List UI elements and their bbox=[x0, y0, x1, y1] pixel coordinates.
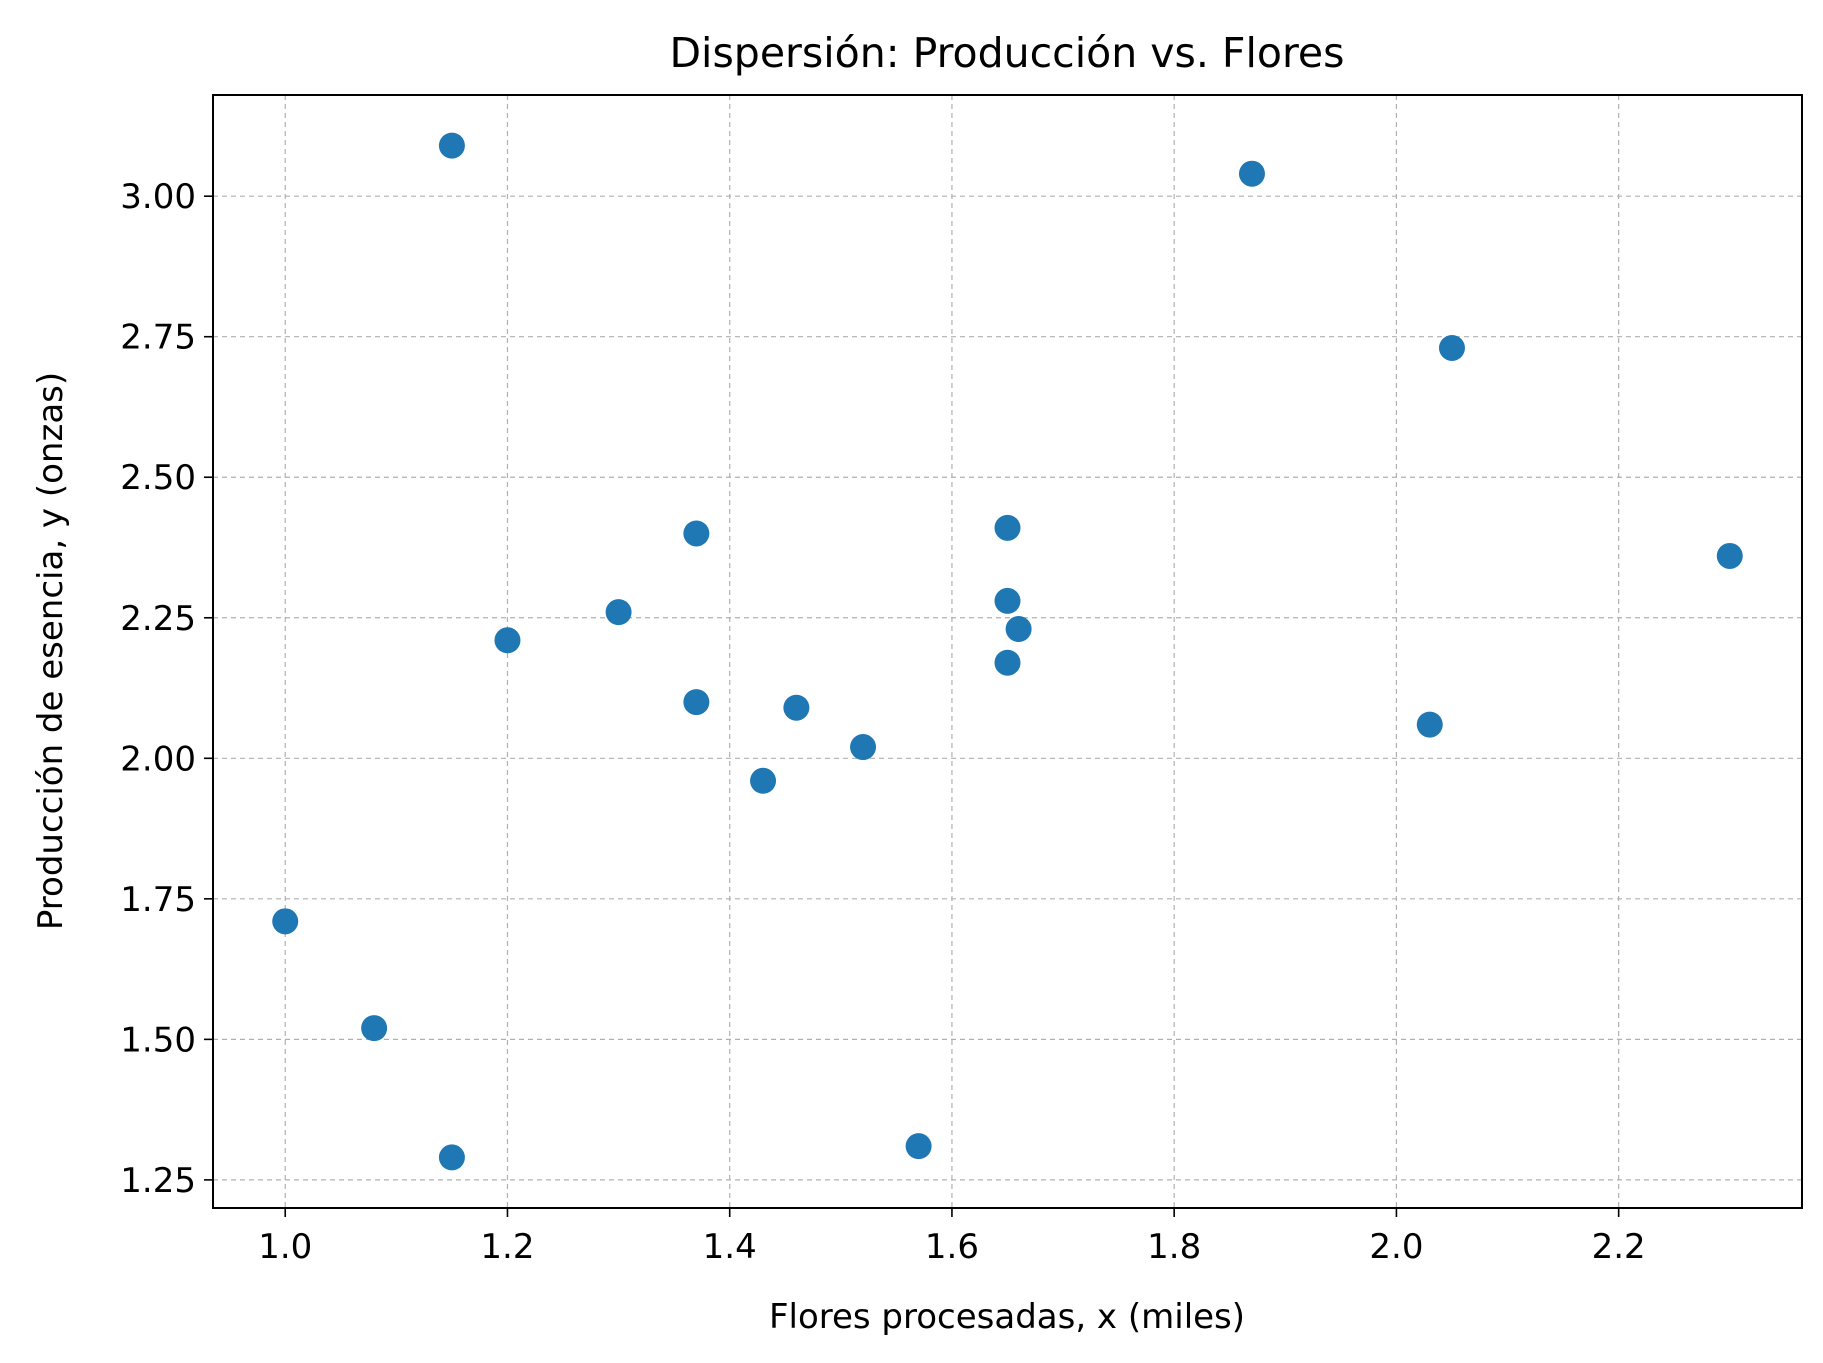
y-tick-label: 3.00 bbox=[120, 177, 196, 217]
y-tick-label: 1.25 bbox=[120, 1161, 196, 1201]
y-tick-label: 2.75 bbox=[120, 318, 196, 358]
scatter-point bbox=[750, 767, 777, 794]
ticks-layer: 1.0 1.2 1.4 1.6 1.8 2.0 2.2 1.25 1.50 1.75 2.00 2.2… bbox=[120, 177, 1645, 1267]
y-tick-label: 2.50 bbox=[120, 458, 196, 498]
y-tick-label: 1.75 bbox=[120, 880, 196, 920]
scatter-point bbox=[1238, 160, 1265, 187]
points-layer bbox=[272, 132, 1743, 1171]
scatter-point bbox=[683, 689, 710, 716]
y-axis-title: Producción de esencia, y (onzas) bbox=[31, 372, 71, 930]
scatter-point bbox=[994, 587, 1021, 614]
y-tick-label: 2.00 bbox=[120, 739, 196, 779]
scatter-point bbox=[783, 694, 810, 721]
scatter-point bbox=[994, 649, 1021, 676]
x-tick-label: 1.2 bbox=[480, 1227, 534, 1267]
x-tick-label: 2.0 bbox=[1369, 1227, 1423, 1267]
scatter-point bbox=[361, 1015, 388, 1042]
chart-title: Dispersión: Producción vs. Flores bbox=[669, 29, 1344, 77]
x-axis-title: Flores procesadas, x (miles) bbox=[769, 1297, 1245, 1337]
scatter-point bbox=[438, 1144, 465, 1171]
scatter-point bbox=[494, 627, 521, 654]
scatter-point bbox=[605, 599, 632, 626]
scatter-point bbox=[272, 908, 299, 935]
scatter-point bbox=[850, 734, 877, 761]
plot-area-frame bbox=[212, 94, 1803, 1209]
x-tick-label: 1.0 bbox=[258, 1227, 312, 1267]
y-tick-label: 1.50 bbox=[120, 1020, 196, 1060]
scatter-point bbox=[683, 520, 710, 547]
scatter-point bbox=[1416, 711, 1443, 738]
x-tick-label: 1.6 bbox=[925, 1227, 979, 1267]
scatter-point bbox=[905, 1133, 932, 1160]
x-tick-label: 1.8 bbox=[1147, 1227, 1201, 1267]
y-tick-label: 2.25 bbox=[120, 599, 196, 639]
scatter-point bbox=[994, 514, 1021, 541]
grid-layer bbox=[213, 95, 1802, 1208]
x-tick-label: 2.2 bbox=[1592, 1227, 1646, 1267]
scatter-point bbox=[1716, 542, 1743, 569]
scatter-point bbox=[438, 132, 465, 159]
x-tick-label: 1.4 bbox=[703, 1227, 757, 1267]
scatter-point bbox=[1438, 334, 1465, 361]
scatter-point bbox=[1005, 616, 1032, 643]
